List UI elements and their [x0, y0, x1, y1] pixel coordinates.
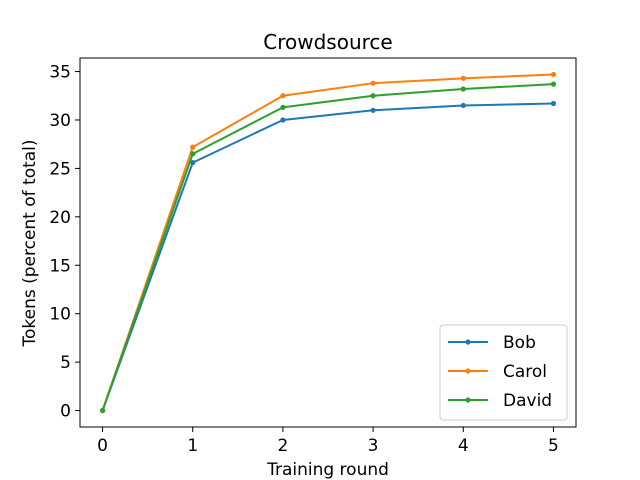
data-point-carol-1 [190, 144, 196, 150]
plot-frame [79, 57, 577, 428]
y-tick-label-3: 15 [49, 256, 71, 276]
data-point-bob-4 [460, 102, 466, 109]
y-tick-label-0: 0 [60, 402, 71, 422]
data-point-david-0 [99, 407, 106, 414]
legend-label-bob: Bob [503, 333, 536, 353]
legend: Bob Carol David [439, 324, 568, 421]
legend-marker-david [465, 397, 471, 403]
data-point-bob-1 [190, 159, 196, 166]
y-tick-label-6: 30 [49, 111, 71, 131]
y-axis-label: Tokens (percent of total) [20, 139, 40, 347]
series-line-bob [101, 102, 554, 411]
data-point-david-1 [190, 151, 196, 157]
series-line-david [101, 83, 554, 411]
x-tick-label-5: 5 [548, 436, 559, 456]
data-point-bob-5 [550, 100, 557, 107]
legend-marker-carol [465, 368, 471, 374]
series-line-carol [101, 73, 554, 411]
data-point-carol-4 [460, 75, 466, 81]
legend-frame [439, 324, 568, 421]
y-tick-label-1: 5 [60, 353, 71, 373]
y-tick-label-2: 10 [49, 305, 71, 325]
data-point-carol-2 [280, 93, 286, 99]
chart-title: Crowdsource [263, 30, 392, 54]
data-point-carol-3 [370, 80, 376, 86]
data-point-david-5 [550, 81, 557, 87]
data-point-david-4 [460, 86, 466, 92]
x-tick-label-4: 4 [458, 436, 469, 456]
ticks-layer: 0 1 2 3 4 5 0 5 10 15 20 25 30 35 [49, 63, 559, 456]
data-point-david-3 [370, 93, 376, 99]
data-point-bob-3 [370, 107, 376, 113]
plot-layer [99, 71, 557, 414]
x-tick-label-1: 1 [187, 436, 198, 456]
x-tick-label-2: 2 [277, 436, 288, 456]
data-point-bob-2 [280, 117, 286, 123]
y-tick-label-4: 20 [49, 208, 71, 228]
x-tick-label-0: 0 [97, 436, 108, 456]
y-tick-label-7: 35 [49, 63, 71, 83]
data-point-carol-5 [550, 71, 557, 78]
y-tick-label-5: 25 [49, 159, 71, 179]
legend-label-carol: Carol [503, 362, 547, 382]
x-tick-label-3: 3 [368, 436, 379, 456]
data-point-david-2 [280, 104, 286, 110]
legend-marker-bob [465, 339, 471, 345]
legend-label-david: David [503, 391, 552, 411]
x-axis-label: Training round [266, 460, 389, 480]
